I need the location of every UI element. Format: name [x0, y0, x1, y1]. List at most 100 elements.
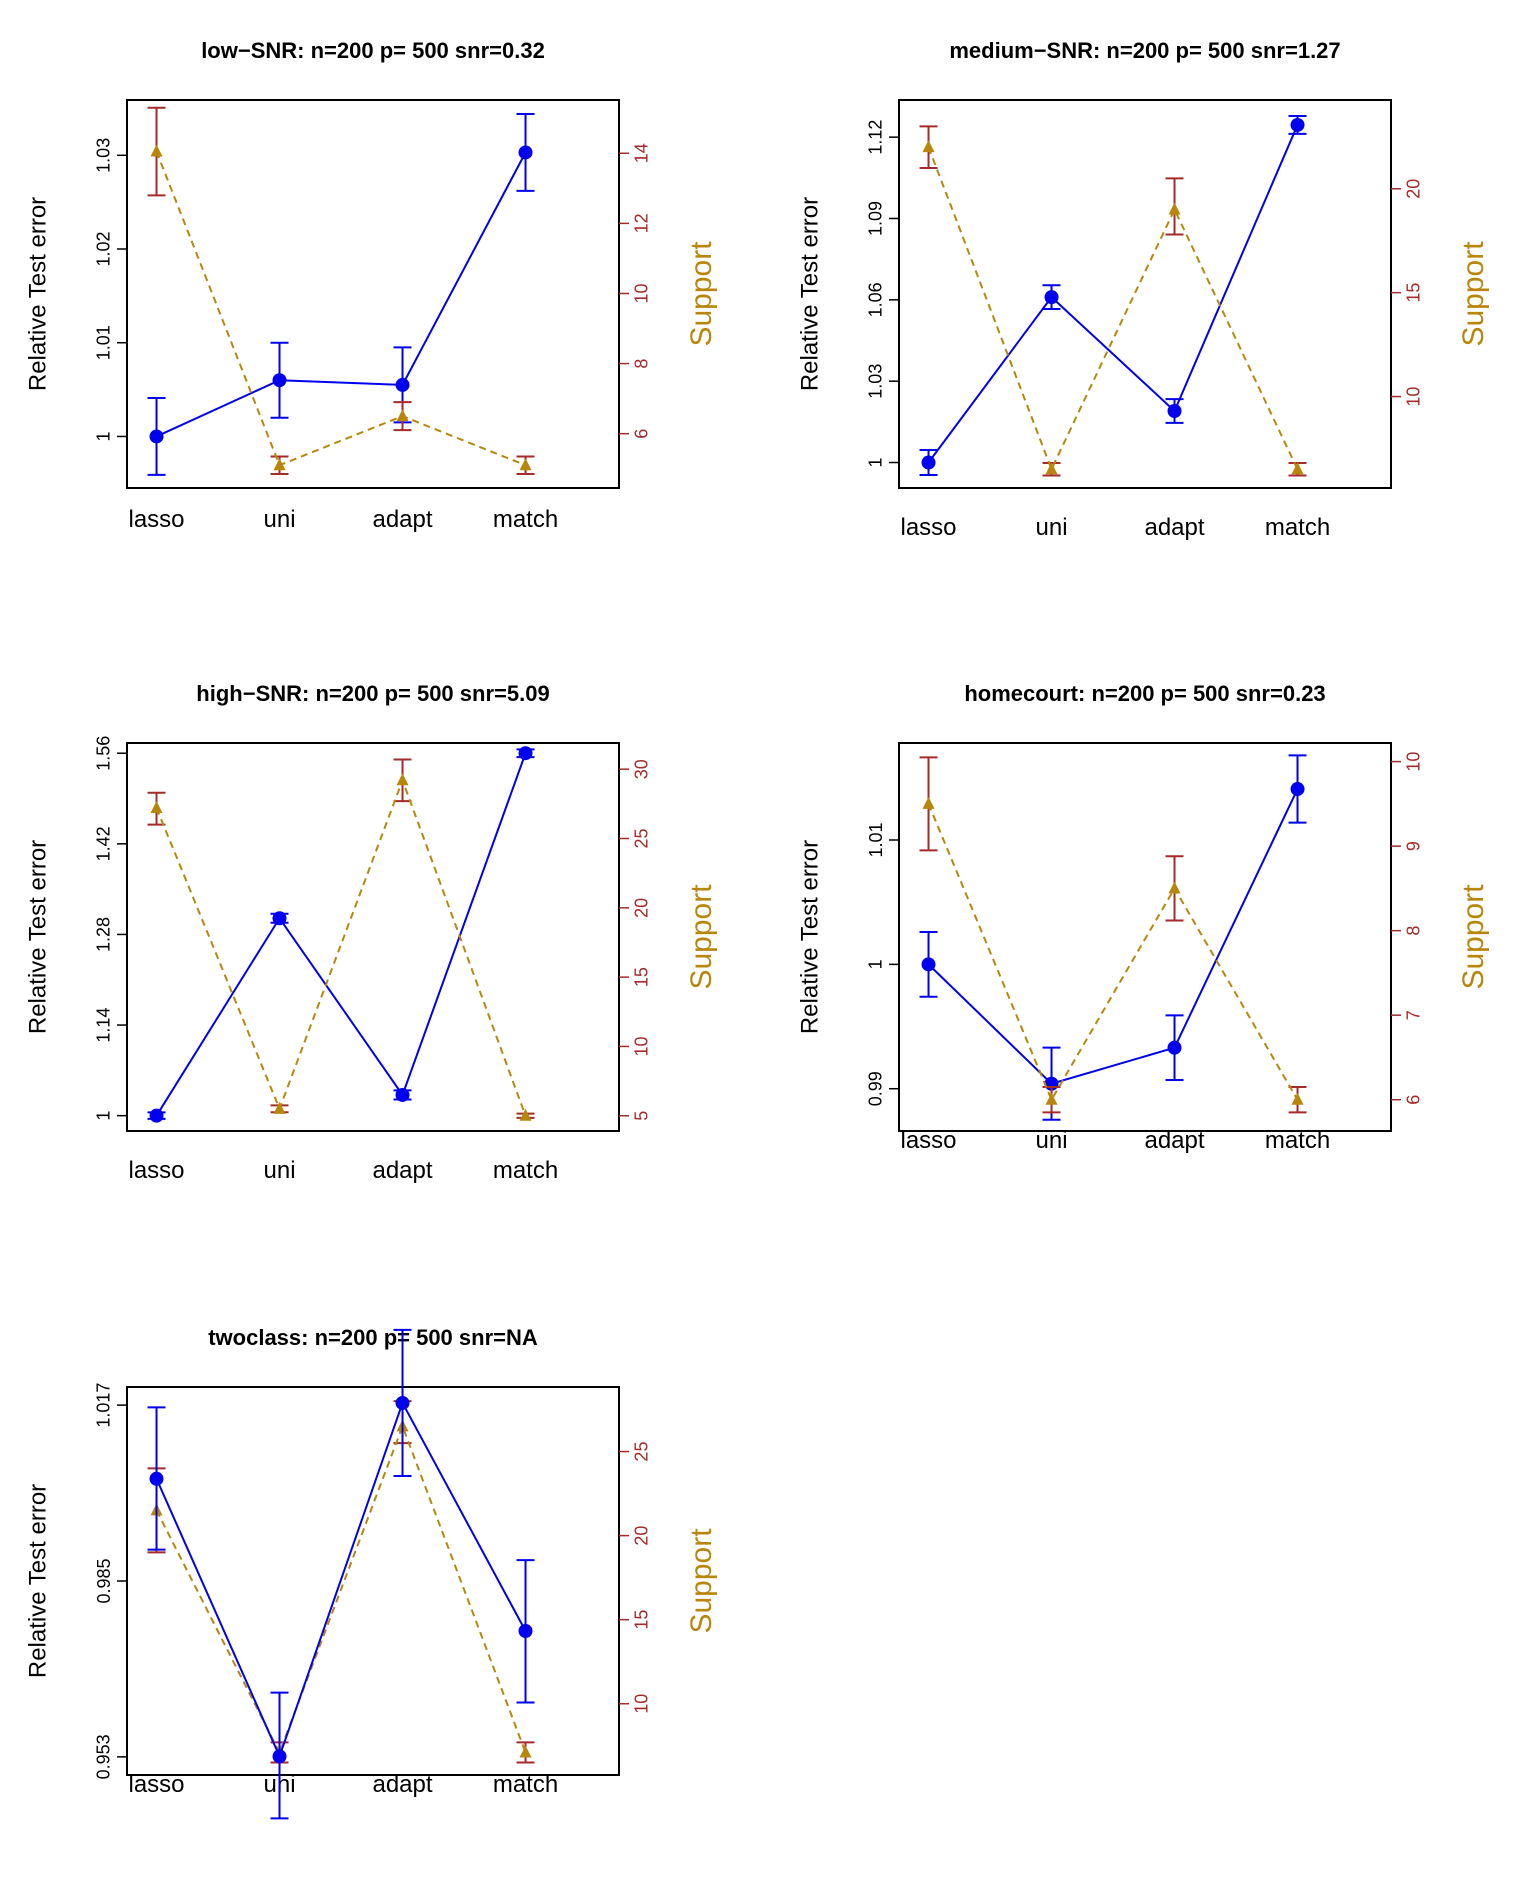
x-tick-label-uni: uni	[264, 506, 296, 533]
left-axis-tick-label: 1.03	[866, 364, 886, 399]
series-relative-test-error	[919, 114, 1307, 476]
y2-axis-label: Support	[1457, 884, 1490, 990]
left-axis-tick-label: 1	[94, 431, 114, 441]
right-axis-tick-label: 10	[632, 1694, 652, 1714]
right-axis-tick-label: 25	[632, 828, 652, 848]
data-point	[922, 140, 935, 153]
chart-title: homecourt: n=200 p= 500 snr=0.23	[964, 681, 1325, 706]
x-tick-label-uni: uni	[1036, 514, 1068, 541]
right-axis-tick-label: 15	[632, 967, 652, 987]
series-support	[147, 758, 535, 1121]
series-line	[155, 1423, 527, 1755]
x-tick-label-match: match	[1265, 1127, 1330, 1154]
x-tick-label-adapt: adapt	[1144, 514, 1204, 541]
right-axis-tick-label: 14	[632, 143, 652, 163]
data-point	[1290, 782, 1305, 797]
x-tick-label-lasso: lasso	[901, 1127, 957, 1154]
left-axis-tick-label: 1.02	[94, 231, 114, 266]
series-relative-test-error	[147, 1328, 535, 1820]
data-point	[518, 145, 533, 160]
data-point	[1291, 1092, 1304, 1105]
left-axis-tick-label: 1.42	[94, 826, 114, 861]
right-axis-tick-label: 20	[1404, 179, 1424, 199]
left-axis-tick-label: 1	[866, 959, 886, 969]
x-tick-label-lasso: lasso	[129, 506, 185, 533]
chart-title: low−SNR: n=200 p= 500 snr=0.32	[201, 38, 545, 63]
data-point	[1291, 462, 1304, 475]
left-axis-tick-label: 0.985	[94, 1558, 114, 1603]
data-point	[272, 373, 287, 388]
series-line	[927, 124, 1299, 464]
left-axis-tick-label: 1	[866, 458, 886, 468]
data-point	[149, 1108, 164, 1123]
left-axis-tick-label: 1.28	[94, 917, 114, 952]
y2-axis-label: Support	[685, 884, 718, 990]
data-point	[150, 144, 163, 157]
data-point	[149, 429, 164, 444]
right-axis-tick-label: 25	[632, 1442, 652, 1462]
y-axis-label: Relative Test error	[24, 1484, 51, 1678]
x-tick-label-adapt: adapt	[372, 1157, 432, 1184]
x-tick-label-match: match	[493, 1771, 558, 1798]
left-axis-tick-label: 1.017	[94, 1383, 114, 1428]
data-point	[519, 458, 532, 471]
chart-title: medium−SNR: n=200 p= 500 snr=1.27	[949, 38, 1340, 63]
x-tick-label-match: match	[493, 1157, 558, 1184]
x-tick-label-adapt: adapt	[372, 1771, 432, 1798]
data-point	[1045, 1092, 1058, 1105]
data-point	[1168, 881, 1181, 894]
right-axis-tick-label: 10	[632, 1036, 652, 1056]
data-point	[518, 1624, 533, 1639]
left-axis-tick-label: 1.09	[866, 201, 886, 236]
data-point	[395, 377, 410, 392]
data-point	[921, 455, 936, 470]
series-line	[927, 803, 1299, 1102]
left-axis-tick-label: 1.12	[866, 120, 886, 155]
right-axis-tick-label: 10	[1404, 752, 1424, 772]
series-line	[927, 788, 1299, 1085]
x-tick-label-lasso: lasso	[129, 1157, 185, 1184]
left-axis-tick-label: 1.14	[94, 1008, 114, 1043]
right-axis-tick-label: 9	[1404, 841, 1424, 851]
x-tick-label-lasso: lasso	[901, 514, 957, 541]
right-axis-tick-label: 5	[632, 1111, 652, 1121]
plot-frame	[126, 99, 620, 489]
series-line	[155, 151, 526, 467]
x-tick-label-adapt: adapt	[1144, 1127, 1204, 1154]
x-tick-label-match: match	[493, 506, 558, 533]
series-line	[155, 1400, 527, 1760]
x-tick-label-lasso: lasso	[129, 1771, 185, 1798]
x-tick-label-uni: uni	[264, 1157, 296, 1184]
right-axis-tick-label: 20	[632, 898, 652, 918]
data-point	[396, 773, 409, 786]
left-axis-tick-label: 1.56	[94, 736, 114, 771]
chart-panel-1: low−SNR: n=200 p= 500 snr=0.32 1 1.01 1.02 1…	[24, 38, 718, 533]
data-point	[1167, 1040, 1182, 1055]
data-point	[272, 911, 287, 926]
data-point	[273, 1101, 286, 1114]
series-relative-test-error	[147, 746, 535, 1123]
data-point	[518, 746, 533, 761]
y-axis-label: Relative Test error	[796, 197, 823, 391]
left-axis-tick-label: 1	[94, 1111, 114, 1121]
chart-panel-4: homecourt: n=200 p= 500 snr=0.23 0.99 1 1.0…	[796, 681, 1490, 1154]
y2-axis-label: Support	[1457, 241, 1490, 347]
series-line	[155, 752, 527, 1117]
data-point	[1045, 462, 1058, 475]
series-line	[155, 777, 527, 1117]
series-support	[919, 125, 1307, 477]
data-point	[272, 1749, 287, 1764]
y2-axis-label: Support	[685, 241, 718, 347]
data-point	[519, 1745, 532, 1758]
data-point	[396, 409, 409, 422]
data-point	[395, 1087, 410, 1102]
series-relative-test-error	[919, 754, 1307, 1121]
right-axis-tick-label: 30	[632, 759, 652, 779]
data-point	[922, 796, 935, 809]
left-axis-tick-label: 1.03	[94, 138, 114, 173]
right-axis-tick-label: 8	[1404, 926, 1424, 936]
series-support	[147, 106, 535, 475]
right-axis-tick-label: 12	[632, 213, 652, 233]
x-tick-label-adapt: adapt	[372, 506, 432, 533]
